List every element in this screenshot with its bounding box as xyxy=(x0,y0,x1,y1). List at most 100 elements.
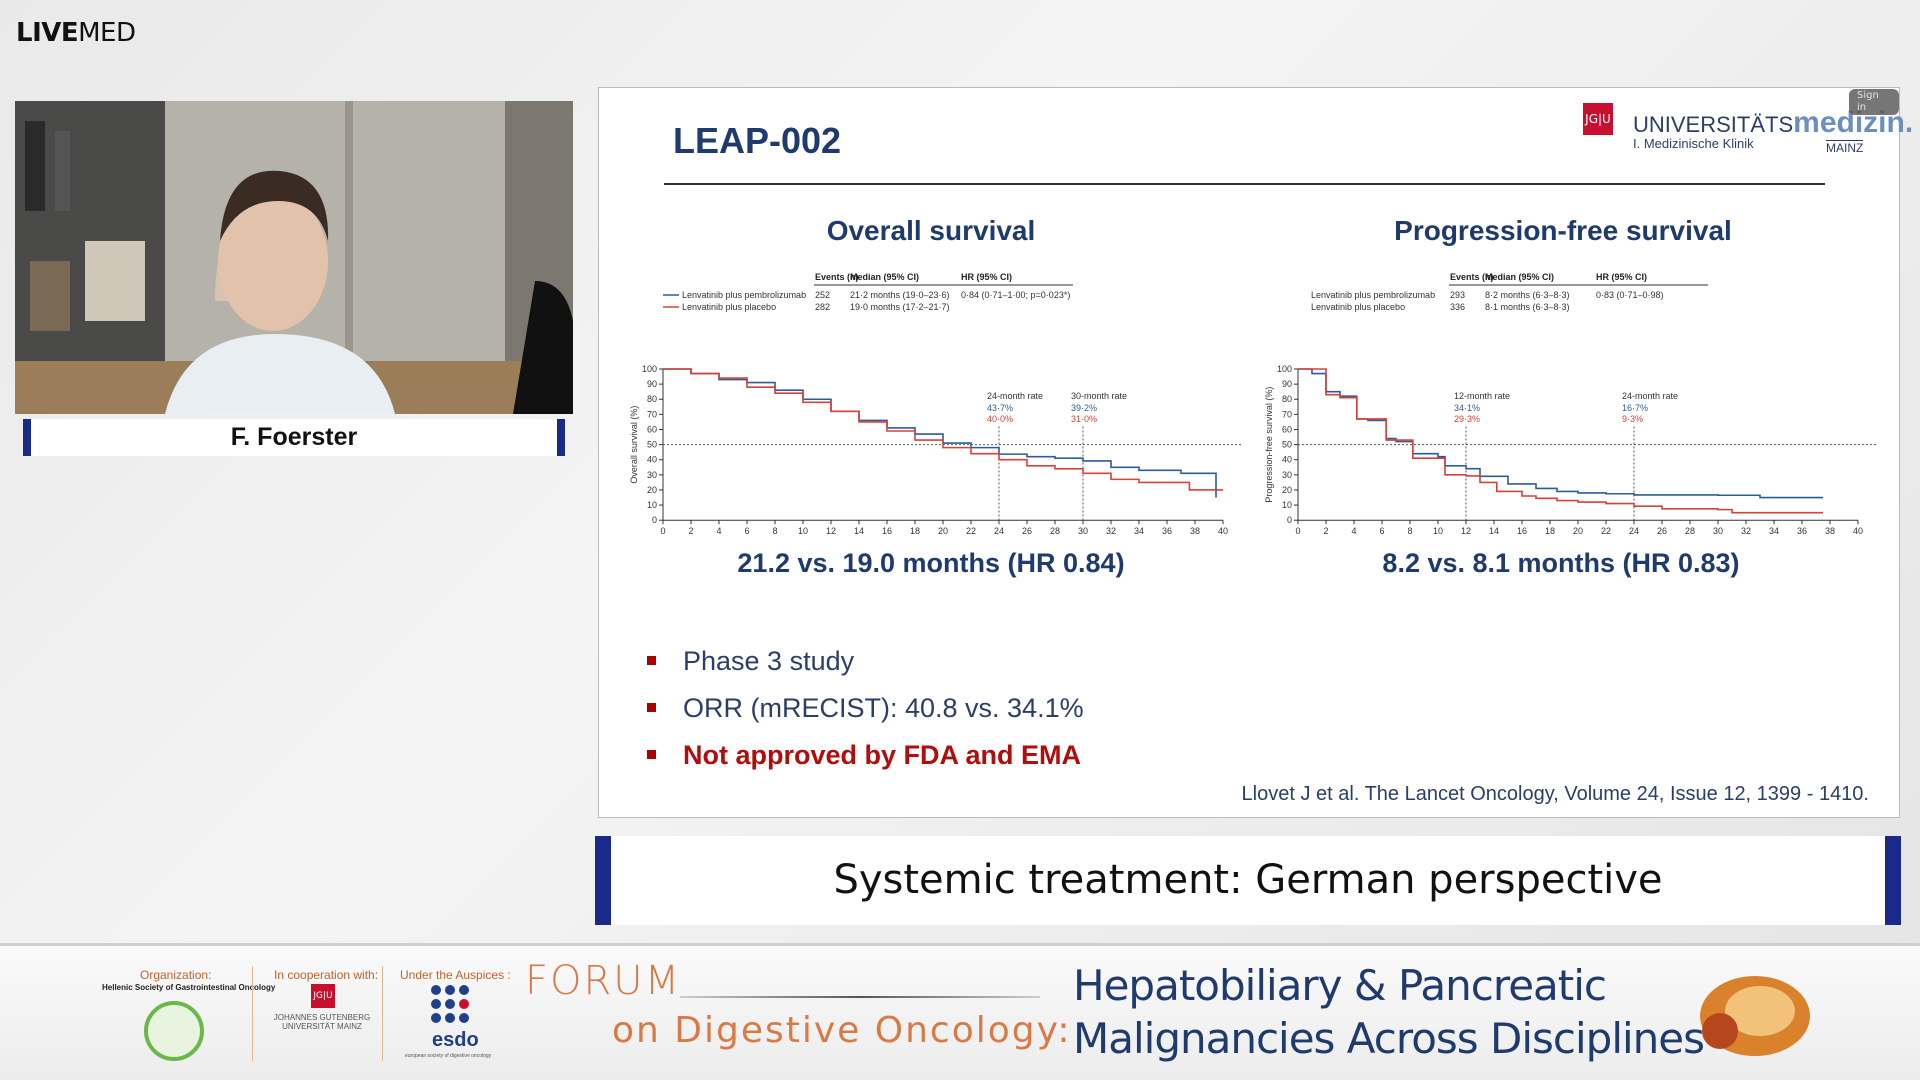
sign-in-button[interactable]: Sign in xyxy=(1849,89,1899,115)
y-axis-label: Overall survival (%) xyxy=(629,406,639,484)
y-tick-label: 20 xyxy=(647,485,657,495)
x-tick-label: 10 xyxy=(798,526,808,536)
x-tick-label: 36 xyxy=(1162,526,1172,536)
x-tick-label: 40 xyxy=(1218,526,1228,536)
footer-banner: Organization: Hellenic Society of Gastro… xyxy=(0,943,1920,1080)
y-tick-label: 40 xyxy=(647,455,657,465)
x-tick-label: 22 xyxy=(1601,526,1611,536)
hr-value: 0·83 (0·71–0·98) xyxy=(1596,290,1664,300)
speaker-video-frame xyxy=(15,101,573,414)
x-tick-label: 26 xyxy=(1657,526,1667,536)
x-tick-label: 32 xyxy=(1106,526,1116,536)
legend-label: Lenvatinib plus placebo xyxy=(682,302,776,312)
y-tick-label: 90 xyxy=(1282,379,1292,389)
x-tick-label: 14 xyxy=(1489,526,1499,536)
organization-label: Organization: xyxy=(140,968,212,982)
x-tick-label: 10 xyxy=(1433,526,1443,536)
pfs-chart-title: Progression-free survival xyxy=(1394,215,1732,246)
x-tick-label: 18 xyxy=(1545,526,1555,536)
os-chart-title: Overall survival xyxy=(826,215,1036,246)
organization-name: Hellenic Society of Gastrointestinal Onc… xyxy=(102,983,276,992)
rate-value: 40·0% xyxy=(987,414,1013,424)
jgu-logo: JG|U xyxy=(1583,103,1613,135)
x-tick-label: 12 xyxy=(1461,526,1471,536)
department: I. Medizinische Klinik xyxy=(1633,136,1754,151)
table-header: Median (95% CI) xyxy=(850,272,919,282)
y-tick-label: 90 xyxy=(647,379,657,389)
x-tick-label: 8 xyxy=(1407,526,1412,536)
city: MAINZ xyxy=(1826,140,1864,155)
y-tick-label: 60 xyxy=(1282,424,1292,434)
y-tick-label: 30 xyxy=(647,470,657,480)
y-tick-label: 100 xyxy=(1277,364,1292,374)
km-curve xyxy=(663,368,1223,491)
x-tick-label: 36 xyxy=(1797,526,1807,536)
cooperation-name: JOHANNES GUTENBERG UNIVERSITÄT MAINZ xyxy=(273,1013,371,1031)
events-value: 293 xyxy=(1450,290,1465,300)
x-tick-label: 24 xyxy=(1629,526,1639,536)
km-curve xyxy=(1298,368,1823,514)
forum-divider xyxy=(680,996,1040,998)
auspices-label: Under the Auspices : xyxy=(400,968,511,982)
pfs-summary: 8.2 vs. 8.1 months (HR 0.83) xyxy=(1382,548,1740,578)
x-tick-label: 4 xyxy=(716,526,721,536)
x-tick-label: 6 xyxy=(744,526,749,536)
median-value: 8·1 months (6·3–8·3) xyxy=(1485,302,1570,312)
session-title-bar: Systemic treatment: German perspective xyxy=(595,836,1901,925)
os-summary: 21.2 vs. 19.0 months (HR 0.84) xyxy=(737,548,1125,578)
table-header: HR (95% CI) xyxy=(961,272,1012,282)
rate-value: 43·7% xyxy=(987,403,1013,413)
os-chart: Events (n)Median (95% CI) HR (95% CI) Lenv… xyxy=(629,272,1243,536)
x-tick-label: 34 xyxy=(1769,526,1779,536)
y-tick-label: 80 xyxy=(1282,394,1292,404)
x-tick-label: 28 xyxy=(1685,526,1695,536)
rate-value: 34·1% xyxy=(1454,403,1480,413)
legend-label: Lenvatinib plus pembrolizumab xyxy=(682,290,806,300)
speaker-name-bar: F. Foerster xyxy=(23,419,565,456)
rate-label: 24-month rate xyxy=(987,391,1043,401)
speaker-video xyxy=(15,101,573,414)
rate-label: 30-month rate xyxy=(1071,391,1127,401)
hr-value: 0·84 (0·71–1·00; p=0·023*) xyxy=(961,290,1070,300)
x-tick-label: 14 xyxy=(854,526,864,536)
x-tick-label: 20 xyxy=(938,526,948,536)
x-tick-label: 16 xyxy=(1517,526,1527,536)
y-tick-label: 60 xyxy=(647,424,657,434)
auspices-sub: european society of digestive oncology xyxy=(405,1053,492,1059)
x-tick-label: 24 xyxy=(994,526,1004,536)
y-tick-label: 50 xyxy=(647,440,657,450)
forum-subtitle: on Digestive Oncology: xyxy=(612,1010,1072,1051)
auspices-name: esdo xyxy=(432,1029,479,1051)
x-tick-label: 6 xyxy=(1379,526,1384,536)
x-tick-label: 8 xyxy=(772,526,777,536)
y-tick-label: 40 xyxy=(1282,455,1292,465)
km-curve xyxy=(1298,368,1823,499)
x-tick-label: 18 xyxy=(910,526,920,536)
y-tick-label: 10 xyxy=(647,500,657,510)
rate-value: 9·3% xyxy=(1622,414,1643,424)
y-tick-label: 100 xyxy=(642,364,657,374)
forum-title: FORUM xyxy=(525,958,682,1004)
table-header: Events (n) xyxy=(815,272,859,282)
x-tick-label: 2 xyxy=(688,526,693,536)
y-tick-label: 0 xyxy=(652,515,657,525)
bullet-item: ORR (mRECIST): 40.8 vs. 34.1% xyxy=(647,693,1084,724)
presentation-slide: LEAP-002 JG|U UNIVERSITÄTSmedizin. I. Me… xyxy=(598,87,1913,818)
x-tick-label: 28 xyxy=(1050,526,1060,536)
y-tick-label: 20 xyxy=(1282,485,1292,495)
y-tick-label: 70 xyxy=(1282,409,1292,419)
bullet-item-warning: Not approved by FDA and EMA xyxy=(646,740,1081,771)
x-tick-label: 38 xyxy=(1190,526,1200,536)
cooperation-label: In cooperation with: xyxy=(274,968,379,982)
rate-value: 29·3% xyxy=(1454,414,1480,424)
livemed-logo: LIVEMED xyxy=(16,18,136,48)
x-tick-label: 16 xyxy=(882,526,892,536)
x-tick-label: 20 xyxy=(1573,526,1583,536)
y-axis-label: Progression-free survival (%) xyxy=(1264,387,1274,503)
x-tick-label: 22 xyxy=(966,526,976,536)
title-divider xyxy=(664,183,1825,185)
x-tick-label: 0 xyxy=(660,526,665,536)
forum-emblem-icon xyxy=(1700,976,1810,1056)
theme-line-1: Hepatobiliary & Pancreatic xyxy=(1073,961,1607,1010)
rate-value: 16·7% xyxy=(1622,403,1648,413)
